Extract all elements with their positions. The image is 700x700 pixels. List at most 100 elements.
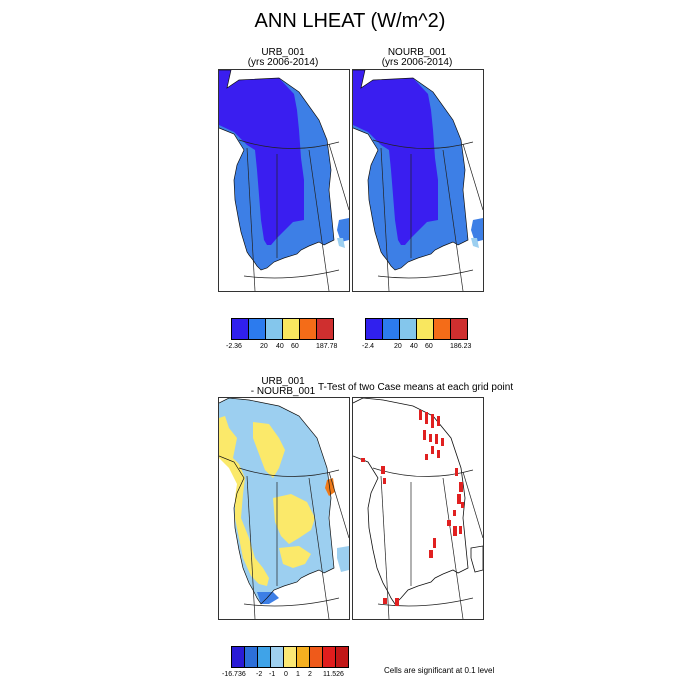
urb-labelbar-box-5 <box>299 318 317 340</box>
sig-cell <box>453 526 457 536</box>
diff-labelbar-box-6 <box>296 646 310 668</box>
diff-tick-6: 2 <box>308 671 312 678</box>
sig-cell <box>437 416 440 426</box>
diff-map-panel <box>218 397 350 620</box>
ttest-significant-cells <box>361 410 464 606</box>
nourb-labelbar-box-5 <box>433 318 451 340</box>
sig-cell <box>361 458 365 462</box>
diff-labelbar: -16.736 -2 -1 0 1 2 11.526 <box>222 646 392 680</box>
sig-cell <box>433 538 436 548</box>
urb-labelbar-box-3 <box>265 318 283 340</box>
sig-cell <box>429 550 433 558</box>
sig-cell <box>461 502 464 508</box>
diff-latitude-line-2 <box>243 597 340 607</box>
diff-yellow-north <box>253 422 285 478</box>
sig-cell <box>457 494 461 504</box>
nourb-tick-1: -2.4 <box>362 343 375 350</box>
sig-cell <box>429 434 432 442</box>
diff-tick-7: 11.526 <box>323 671 344 678</box>
sig-cell <box>435 434 438 444</box>
urb-map-panel <box>218 69 350 292</box>
significance-note: Cells are significant at 0.1 level <box>384 666 495 675</box>
sig-cell <box>431 414 434 428</box>
diff-coastline <box>219 398 335 605</box>
nourb-labelbar-box-4 <box>416 318 434 340</box>
urb-labelbar-box-4 <box>282 318 300 340</box>
nourb-map <box>353 70 483 291</box>
nourb-map-panel <box>352 69 484 292</box>
diff-labelbar-box-5 <box>283 646 297 668</box>
ttest-coastline <box>353 398 469 605</box>
ttest-meridian-3 <box>442 477 464 619</box>
diff-panel-title: URB_001 - NOURB_001 <box>218 377 348 397</box>
nourb-tick-2: 20 <box>394 343 402 350</box>
diff-meridian-3 <box>308 477 330 619</box>
sig-cell <box>383 598 387 604</box>
diff-east-island <box>337 546 349 572</box>
nourb-east-island-light <box>471 238 479 248</box>
urb-panel-years: (yrs 2006-2014) <box>247 57 319 68</box>
diff-yellow-south <box>279 546 311 568</box>
urb-coastline <box>219 70 335 271</box>
nourb-east-island <box>471 218 483 242</box>
sig-cell <box>423 430 426 440</box>
urb-tick-3: 40 <box>276 343 284 350</box>
nourb-meridian-4 <box>462 143 483 211</box>
figure-title: ANN LHEAT (W/m^2) <box>254 10 446 32</box>
diff-panel-minus: - NOURB_001 <box>250 386 316 397</box>
urb-labelbar-boxes <box>231 318 334 340</box>
diff-tick-5: 1 <box>296 671 300 678</box>
nourb-meridian-1 <box>380 147 390 291</box>
diff-meridian-1 <box>246 475 256 619</box>
nourb-labelbar: -2.4 20 40 60 186.23 <box>362 318 472 352</box>
nourb-tick-4: 60 <box>425 343 433 350</box>
nourb-coastline <box>353 70 469 271</box>
urb-land-dark-blue <box>219 70 304 245</box>
urb-tick-4: 60 <box>291 343 299 350</box>
ttest-latitude-line-2 <box>377 597 474 607</box>
urb-tick-2: 20 <box>260 343 268 350</box>
nourb-latitude-line-1 <box>372 139 474 149</box>
diff-tick-2: -2 <box>256 671 263 678</box>
diff-map <box>219 398 349 619</box>
sig-cell <box>383 478 386 484</box>
urb-nw-coast-cutout <box>227 70 249 86</box>
sig-cell <box>437 450 440 458</box>
diff-tick-4: 0 <box>284 671 288 678</box>
urb-labelbar-box-6 <box>316 318 334 340</box>
nourb-latitude-line-2 <box>377 269 474 279</box>
diff-labelbar-box-2 <box>244 646 258 668</box>
urb-east-island-light <box>337 238 345 248</box>
sig-cell <box>395 598 399 606</box>
sig-cell <box>381 466 385 474</box>
sig-cell <box>431 446 434 454</box>
sig-cell <box>447 520 451 526</box>
urb-tick-5: 187.78 <box>316 343 338 350</box>
diff-tick-3: -1 <box>269 671 276 678</box>
diff-meridian-4 <box>328 471 349 539</box>
nourb-labelbar-box-3 <box>399 318 417 340</box>
nourb-labelbar-box-1 <box>365 318 383 340</box>
diff-labelbar-box-1 <box>231 646 245 668</box>
nourb-panel-title: NOURB_001 (yrs 2006-2014) <box>352 48 482 68</box>
diff-yellow-west <box>219 416 269 586</box>
sig-cell <box>453 510 456 516</box>
diff-tick-1: -16.736 <box>222 671 246 678</box>
nourb-meridian-3 <box>442 149 464 291</box>
diff-yellow-central <box>273 494 315 544</box>
diff-labelbar-box-8 <box>322 646 336 668</box>
sig-cell <box>425 454 428 460</box>
diff-panel-case: URB_001 <box>261 376 305 387</box>
ttest-east-island <box>470 545 483 573</box>
urb-latitude-line-2 <box>243 269 340 279</box>
nourb-panel-years: (yrs 2006-2014) <box>381 57 453 68</box>
ttest-meridian-1 <box>380 475 390 619</box>
urb-east-island <box>337 218 349 242</box>
sig-cell <box>459 482 463 492</box>
nourb-panel-name: NOURB_001 <box>387 47 447 58</box>
diff-labelbar-box-9 <box>335 646 349 668</box>
nourb-tick-5: 186.23 <box>450 343 472 350</box>
nourb-nw-coast-cutout <box>361 70 383 86</box>
sig-cell <box>455 468 458 476</box>
sig-cell <box>459 526 462 534</box>
